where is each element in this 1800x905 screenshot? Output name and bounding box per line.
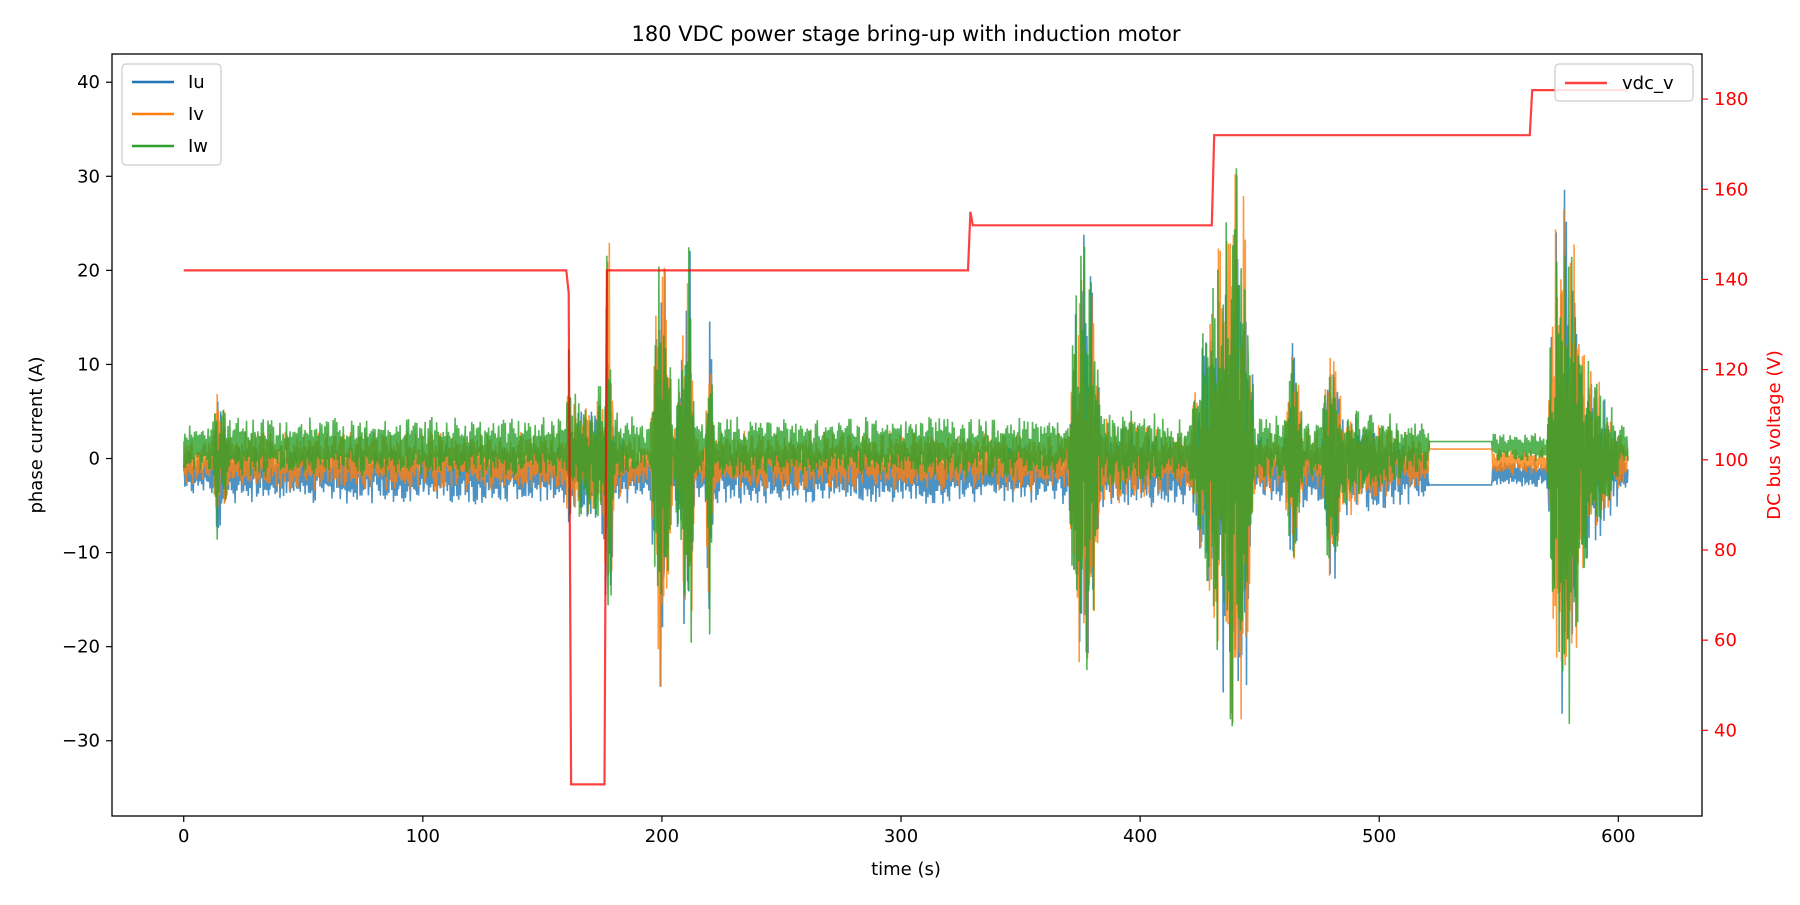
- x-tick-label: 600: [1601, 826, 1635, 847]
- plot-area: [182, 88, 1629, 786]
- y-tick-label-left: 10: [77, 354, 100, 375]
- legend-right: vdc_v: [1554, 63, 1694, 102]
- y-tick-label-left: −10: [62, 543, 100, 564]
- y-tick-label-right: 120: [1714, 360, 1748, 381]
- x-axis-title: time (s): [871, 859, 941, 880]
- x-tick-label: 300: [884, 826, 918, 847]
- x-tick-label: 200: [645, 826, 679, 847]
- y-tick-label-right: 140: [1714, 269, 1748, 290]
- y-tick-label-right: 180: [1714, 89, 1748, 110]
- y-tick-label-left: −30: [62, 731, 100, 752]
- y-tick-label-right: 80: [1714, 540, 1737, 561]
- legend-label-vdc-v: vdc_v: [1622, 73, 1674, 94]
- x-tick-label: 500: [1362, 826, 1396, 847]
- y-tick-label-left: 30: [77, 166, 100, 187]
- legend-label-iu: Iu: [188, 72, 205, 93]
- y-axis-title-right: DC bus voltage (V): [1764, 350, 1785, 519]
- x-tick-label: 400: [1123, 826, 1157, 847]
- chart-title: 180 VDC power stage bring-up with induct…: [632, 22, 1181, 46]
- y-tick-label-left: 20: [77, 260, 100, 281]
- legend-label-iw: Iw: [188, 136, 208, 157]
- y-tick-label-right: 40: [1714, 720, 1737, 741]
- y-tick-label-right: 160: [1714, 179, 1748, 200]
- y-tick-label-left: 40: [77, 72, 100, 93]
- axes: 0 100 200 300 400 500 600 −30 −20 −10 0 10 20 30 40 40 6…: [62, 72, 1748, 847]
- y-tick-label-left: −20: [62, 637, 100, 658]
- x-tick-label: 0: [178, 826, 189, 847]
- legend-label-iv: Iv: [188, 104, 204, 125]
- series-line-iw: [182, 168, 1629, 727]
- y-axis-title-left: phase current (A): [26, 356, 47, 513]
- y-tick-label-right: 100: [1714, 450, 1748, 471]
- y-tick-label-left: 0: [89, 449, 100, 470]
- legend-right-box: [1554, 63, 1694, 102]
- legend-left: Iu Iv Iw: [121, 63, 222, 166]
- series-line-vdc-v: [183, 88, 1628, 786]
- x-tick-label: 100: [406, 826, 440, 847]
- plot-frame: [111, 53, 1703, 817]
- y-tick-label-right: 60: [1714, 630, 1737, 651]
